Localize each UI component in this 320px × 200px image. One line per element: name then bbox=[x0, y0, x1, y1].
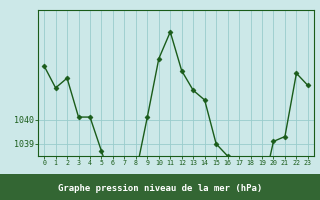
Text: Graphe pression niveau de la mer (hPa): Graphe pression niveau de la mer (hPa) bbox=[58, 184, 262, 193]
